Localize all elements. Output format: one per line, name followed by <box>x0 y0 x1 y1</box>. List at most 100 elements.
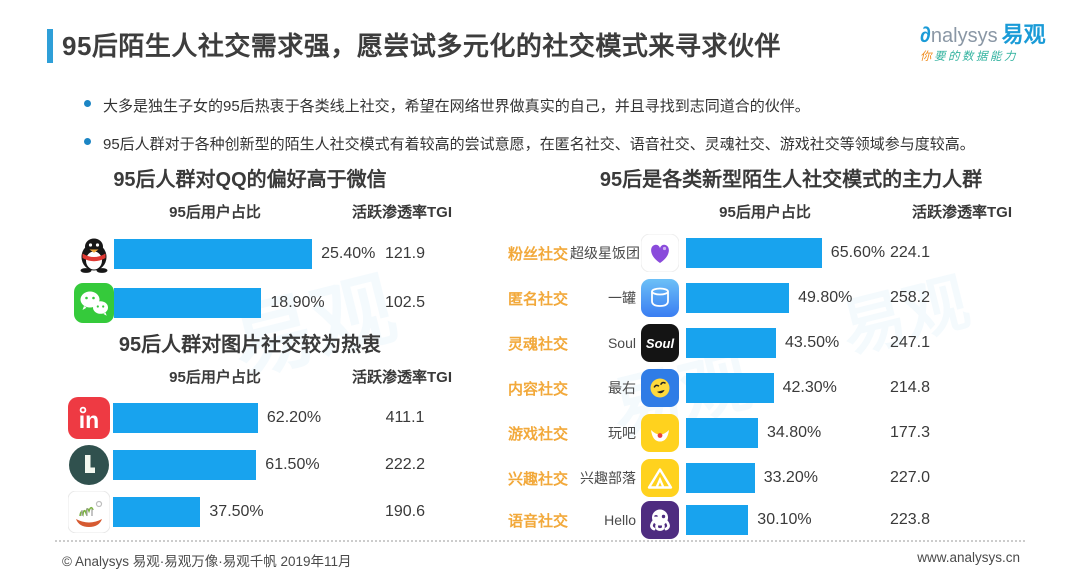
share-value: 62.20% <box>266 409 322 426</box>
chart-row: 游戏社交 玩吧 34.80% 177.3 <box>508 413 930 453</box>
category-label: 内容社交 <box>508 380 569 398</box>
bullet-dot-icon <box>84 100 91 107</box>
tgi-value: 223.8 <box>889 511 931 528</box>
in-app-icon: ın <box>68 397 110 439</box>
section-title: 95后是各类新型陌生人社交模式的主力人群 <box>599 169 983 191</box>
share-bar <box>686 283 790 313</box>
logo-wordmark: ∂nalysys 易观 <box>920 22 1076 48</box>
chart-row: 粉丝社交 超级星饭团 65.60% 224.1 <box>508 233 930 273</box>
chart-row: 37.50% 190.6 <box>68 491 425 533</box>
insight-bullet: 95后人群对于各种创新型的陌生人社交模式有着较高的尝试意愿，在匿名社交、语音社交… <box>84 133 975 154</box>
section-title: 95后人群对QQ的偏好高于微信 <box>113 169 387 191</box>
chart-row: 内容社交 最右 42.30% 214.8 <box>508 368 930 408</box>
share-value: 49.80% <box>798 289 853 306</box>
soul-app-icon: Soul <box>641 324 679 362</box>
bullet-dot-icon <box>84 138 91 145</box>
tgi-value: 247.1 <box>889 334 931 351</box>
share-bar <box>686 238 822 268</box>
share-bar <box>686 505 749 535</box>
chart-row: 灵魂社交 Soul Soul 43.50% 247.1 <box>508 323 930 363</box>
purple-heart-icon <box>641 234 679 272</box>
share-value: 18.90% <box>270 294 325 311</box>
title-accent-bar <box>47 29 53 63</box>
jar-icon <box>641 279 679 317</box>
laughing-face-icon <box>641 369 679 407</box>
octopus-icon <box>641 501 679 539</box>
smile-bowl-icon <box>641 414 679 452</box>
bullet-text: 大多是独生子女的95后热衷于各类线上社交，希望在网络世界做真实的自己，并且寻找到… <box>103 98 810 115</box>
chart-row: 25.40% 121.9 <box>74 234 425 274</box>
lofter-icon <box>68 444 110 486</box>
app-name: Soul <box>607 335 636 351</box>
category-label: 粉丝社交 <box>508 245 569 263</box>
share-value: 61.50% <box>265 456 320 473</box>
share-value: 37.50% <box>209 503 264 520</box>
logo-latin: nalysys <box>930 25 998 47</box>
app-name: 最右 <box>608 380 636 396</box>
svg-text:Soul: Soul <box>646 336 675 351</box>
chart-row: ın 62.20% 411.1 <box>68 397 424 439</box>
chart-row: 兴趣社交 兴趣部落 33.20% 227.0 <box>508 458 930 498</box>
share-bar <box>686 373 774 403</box>
category-label: 游戏社交 <box>508 425 569 443</box>
qq-icon <box>74 234 114 274</box>
tgi-value: 102.5 <box>384 294 426 311</box>
share-bar <box>113 450 257 480</box>
app-name: 玩吧 <box>608 425 636 441</box>
column-header-tgi: 活跃渗透率TGI <box>912 204 1012 221</box>
svg-text:ın: ın <box>79 407 99 433</box>
website-url: www.analysys.cn <box>917 550 1020 565</box>
tgi-value: 258.2 <box>889 289 931 306</box>
share-value: 34.80% <box>767 424 822 441</box>
chart-row: 61.50% 222.2 <box>68 444 425 486</box>
share-value: 25.40% <box>321 245 376 262</box>
page-title: 95后陌生人社交需求强，愿尝试多元化的社交模式来寻求伙伴 <box>62 31 781 61</box>
wechat-icon <box>74 283 114 323</box>
category-label: 兴趣社交 <box>508 470 569 488</box>
share-value: 43.50% <box>785 334 840 351</box>
tagline-rest: 要的数据能力 <box>934 51 1018 63</box>
app-name: 兴趣部落 <box>580 470 636 486</box>
share-bar <box>113 497 201 527</box>
share-bar <box>113 403 258 433</box>
tgi-value: 177.3 <box>889 424 931 441</box>
tgi-value: 214.8 <box>889 379 931 396</box>
category-label: 灵魂社交 <box>508 335 569 353</box>
share-bar <box>114 288 262 318</box>
share-bar <box>686 328 776 358</box>
column-header-tgi: 活跃渗透率TGI <box>352 369 452 386</box>
logo-swoosh-icon: ∂ <box>920 22 931 47</box>
app-name: 超级星饭团 <box>570 245 640 261</box>
tgi-value: 121.9 <box>384 245 426 262</box>
category-label: 语音社交 <box>508 512 569 530</box>
analysys-logo: ∂nalysys 易观 你要的数据能力 <box>920 22 1076 64</box>
share-value: 65.60% <box>830 244 886 261</box>
column-header-share: 95后用户占比 <box>169 369 261 386</box>
column-header-tgi: 活跃渗透率TGI <box>352 204 452 221</box>
share-value: 30.10% <box>757 511 812 528</box>
footer-divider <box>55 540 1025 542</box>
share-bar <box>114 239 313 269</box>
column-header-share: 95后用户占比 <box>169 204 261 221</box>
tgi-value: 190.6 <box>384 503 426 520</box>
section-title: 95后人群对图片社交较为热衷 <box>118 334 382 356</box>
copyright-text: © Analysys 易观·易观万像·易观千帆 2019年11月 <box>62 554 352 569</box>
share-value: 42.30% <box>782 379 837 396</box>
tgi-value: 411.1 <box>385 409 425 426</box>
tgi-value: 222.2 <box>384 456 426 473</box>
share-bar <box>686 418 758 448</box>
chart-row: 匿名社交 一罐 49.80% 258.2 <box>508 278 930 318</box>
category-label: 匿名社交 <box>508 290 569 308</box>
sketch-landscape-icon <box>68 491 110 533</box>
column-header-share: 95后用户占比 <box>719 204 811 221</box>
tgi-value: 227.0 <box>889 469 931 486</box>
app-name: Hello <box>604 512 636 528</box>
tent-icon <box>641 459 679 497</box>
logo-tagline: 你要的数据能力 <box>920 51 1076 64</box>
app-name: 一罐 <box>608 290 636 306</box>
share-bar <box>686 463 755 493</box>
chart-row: 语音社交 Hello 30.10% 223.8 <box>508 500 930 540</box>
chart-row: 18.90% 102.5 <box>74 283 425 323</box>
bullet-text: 95后人群对于各种创新型的陌生人社交模式有着较高的尝试意愿，在匿名社交、语音社交… <box>103 136 975 153</box>
